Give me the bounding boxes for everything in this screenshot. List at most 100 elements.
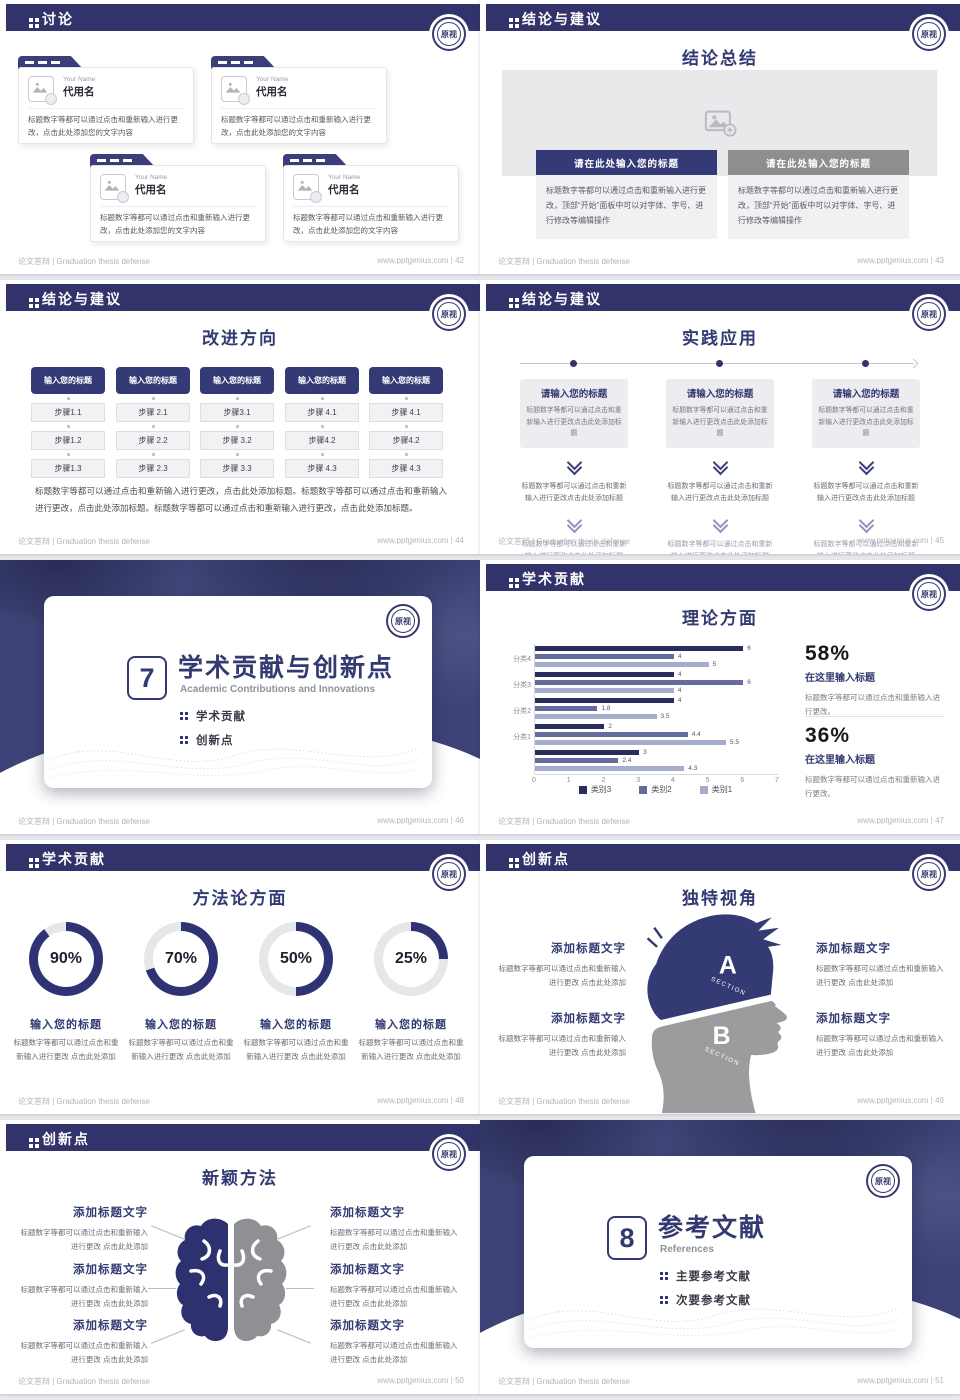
name-label-en: Your Name — [63, 76, 96, 83]
connector-dot — [151, 425, 155, 428]
university-logo-icon: 原视 — [912, 857, 946, 891]
donut-body: 标题数字等都可以通过点击和重新输入进行更改 点击此处添加 — [358, 1038, 464, 1062]
legend-swatch — [578, 785, 587, 794]
legend-item: 类别2 — [639, 784, 672, 795]
column-title[interactable]: 输入您的标题 — [200, 367, 274, 394]
donut-title: 输入您的标题 — [375, 1019, 447, 1031]
section-card: 原视 7 学术贡献与创新点 Academic Contributions and… — [44, 596, 432, 788]
slide-42[interactable]: 讨论 原视 Your Name 代用名 标题数字等都可以通过点击和重新输入进行更… — [0, 0, 480, 274]
step-box[interactable]: 步骤 4.3 — [369, 459, 443, 478]
squares-icon — [29, 1138, 33, 1142]
bar-类别3 — [535, 698, 674, 703]
slide-45[interactable]: 结论与建议 原视 实践应用 请输入您的标题 标题数字等都可以通过点击和重新输入进行… — [480, 280, 960, 554]
column-title[interactable]: 输入您的标题 — [116, 367, 190, 394]
folder-card[interactable]: Your Name 代用名 标题数字等都可以通过点击和重新输入进行更改，点击此处… — [90, 154, 266, 242]
folder-card[interactable]: Your Name 代用名 标题数字等都可以通过点击和重新输入进行更改，点击此处… — [18, 56, 194, 144]
slide-46[interactable]: 原视 7 学术贡献与创新点 Academic Contributions and… — [0, 560, 480, 834]
step-box[interactable]: 步骤1.1 — [31, 403, 105, 422]
step-box[interactable]: 步骤 4.1 — [285, 403, 359, 422]
step-box[interactable]: 步骤 3.3 — [200, 459, 274, 478]
folder-card[interactable]: Your Name 代用名 标题数字等都可以通过点击和重新输入进行更改，点击此处… — [211, 56, 387, 144]
stat-block: 58% 在这里输入标题 标题数字等都可以通过点击和重新输入进行更改。 — [805, 642, 947, 718]
connector-dot — [404, 425, 408, 428]
bar-value-label: 4.4 — [691, 731, 701, 738]
category-label: 分类3 — [513, 682, 531, 689]
plus-badge-icon — [310, 191, 322, 203]
connector-dot — [66, 425, 70, 428]
step-box[interactable]: 步骤1.3 — [31, 459, 105, 478]
bar-类别1 — [535, 740, 726, 745]
folder-tab-icon — [18, 56, 84, 70]
avatar-image-icon — [28, 76, 57, 105]
step-box[interactable]: 步骤3.1 — [200, 403, 274, 422]
slide-title: 实践应用 — [682, 329, 758, 348]
university-logo-icon: 原视 — [432, 17, 466, 51]
donut-body: 标题数字等都可以通过点击和重新输入进行更改 点击此处添加 — [243, 1038, 349, 1062]
connector-dot — [235, 425, 239, 428]
cell-slide-43: 结论与建议 原视 结论总结 请在此处输入您的标题 请在此处输入您的标题 标题数字… — [480, 0, 960, 280]
step-box[interactable]: 步骤 4.3 — [285, 459, 359, 478]
cell-slide-51: 原视 8 参考文献 References 主要参考文献 次要参考文献 论文答辩 … — [480, 1120, 960, 1400]
double-chevron-down-icon — [520, 454, 628, 475]
column-title[interactable]: 输入您的标题 — [285, 367, 359, 394]
feature-block: 添加标题文字 标题数字等都可以通过点击和重新输入进行更改 点击此处添加 — [20, 1207, 149, 1251]
hair-wisp-icon — [646, 927, 663, 948]
section-title: 参考文献 — [658, 1214, 767, 1242]
squares-icon — [509, 298, 513, 302]
step-box[interactable]: 步骤 2.3 — [116, 459, 190, 478]
step-box[interactable]: 步骤4.2 — [285, 431, 359, 450]
step-box[interactable]: 步骤1.2 — [31, 431, 105, 450]
body-text-left: 标题数字等都可以通过点击和重新输入进行更改，顶部“开始”面板中可以对字体、字号、… — [536, 175, 717, 239]
step-box[interactable]: 步骤 2.1 — [116, 403, 190, 422]
slide-47[interactable]: 学术贡献 原视 理论方面 6 4 4 2 3 4 6 1.8 4.4 2.4 5 4 3.5 5.5 4.3… — [480, 560, 960, 834]
practice-column: 请输入您的标题 标题数字等都可以通过点击和重新输入进行更改点击此处添加标题 标题数… — [520, 379, 628, 554]
section-a-letter: A — [719, 953, 737, 980]
bar-类别1 — [535, 766, 685, 771]
slide-title: 改进方向 — [202, 329, 278, 348]
connector-dot — [66, 397, 70, 400]
slide-50[interactable]: 创新点 原视 新颖方法 — [0, 1120, 480, 1394]
section-title: 学术贡献与创新点 — [178, 654, 395, 682]
divider — [28, 108, 184, 109]
stat-block: 36% 在这里输入标题 标题数字等都可以通过点击和重新输入进行更改。 — [805, 724, 947, 800]
slide-43[interactable]: 结论与建议 原视 结论总结 请在此处输入您的标题 请在此处输入您的标题 标题数字… — [480, 0, 960, 274]
donut-body: 标题数字等都可以通过点击和重新输入进行更改 点击此处添加 — [128, 1038, 234, 1062]
step-box[interactable]: 步骤 3.2 — [200, 431, 274, 450]
connector-dot — [320, 425, 324, 428]
step-box[interactable]: 步骤 4.1 — [369, 403, 443, 422]
practice-title-box[interactable]: 请输入您的标题 标题数字等都可以通过点击和重新输入进行更改点击此处添加标题 — [520, 379, 628, 448]
plus-badge-icon — [45, 93, 57, 105]
slide-48[interactable]: 学术贡献 原视 方法论方面 90% 70% 50% 25% 输入您的标题 输入您… — [0, 840, 480, 1114]
bar-类别2 — [535, 758, 619, 763]
connector-dot — [320, 453, 324, 456]
header-title: 讨论 — [42, 11, 74, 27]
title-bar-right[interactable]: 请在此处输入您的标题 — [728, 150, 909, 175]
section-number: 7 — [127, 656, 167, 700]
squares-icon — [509, 18, 513, 22]
bar-类别1 — [535, 688, 674, 693]
university-logo-icon: 原视 — [912, 17, 946, 51]
connector-dot — [404, 453, 408, 456]
bar-类别1 — [535, 662, 709, 667]
title-bar-left[interactable]: 请在此处输入您的标题 — [536, 150, 717, 175]
avatar-image-icon — [293, 174, 322, 203]
column-title[interactable]: 输入您的标题 — [369, 367, 443, 394]
bar-value-label: 6 — [747, 645, 751, 652]
brain-diagram — [175, 1218, 287, 1342]
university-logo-icon: 原视 — [432, 1137, 466, 1171]
feature-block: 添加标题文字 标题数字等都可以通过点击和重新输入进行更改 点击此处添加 — [816, 943, 944, 987]
bar-类别3 — [535, 672, 674, 677]
connector-dot — [235, 397, 239, 400]
slide-49[interactable]: 创新点 原视 独特视角 A SECTION B SECTION 添加标题文字 标题… — [480, 840, 960, 1114]
folder-card[interactable]: Your Name 代用名 标题数字等都可以通过点击和重新输入进行更改，点击此处… — [283, 154, 459, 242]
slide-44[interactable]: 结论与建议 原视 改进方向 输入您的标题 步骤1.1 步骤1.2 步骤1.3 输入您的标… — [0, 280, 480, 554]
step-box[interactable]: 步骤4.2 — [369, 431, 443, 450]
double-chevron-down-icon — [812, 512, 920, 534]
column-title[interactable]: 输入您的标题 — [31, 367, 105, 394]
slide-51[interactable]: 原视 8 参考文献 References 主要参考文献 次要参考文献 论文答辩 … — [480, 1120, 960, 1394]
step-box[interactable]: 步骤 2.2 — [116, 431, 190, 450]
section-b-letter: B — [713, 1023, 731, 1050]
bar-类别2 — [535, 654, 674, 659]
section-card: 原视 8 参考文献 References 主要参考文献 次要参考文献 — [524, 1156, 912, 1348]
squares-icon — [509, 578, 513, 582]
